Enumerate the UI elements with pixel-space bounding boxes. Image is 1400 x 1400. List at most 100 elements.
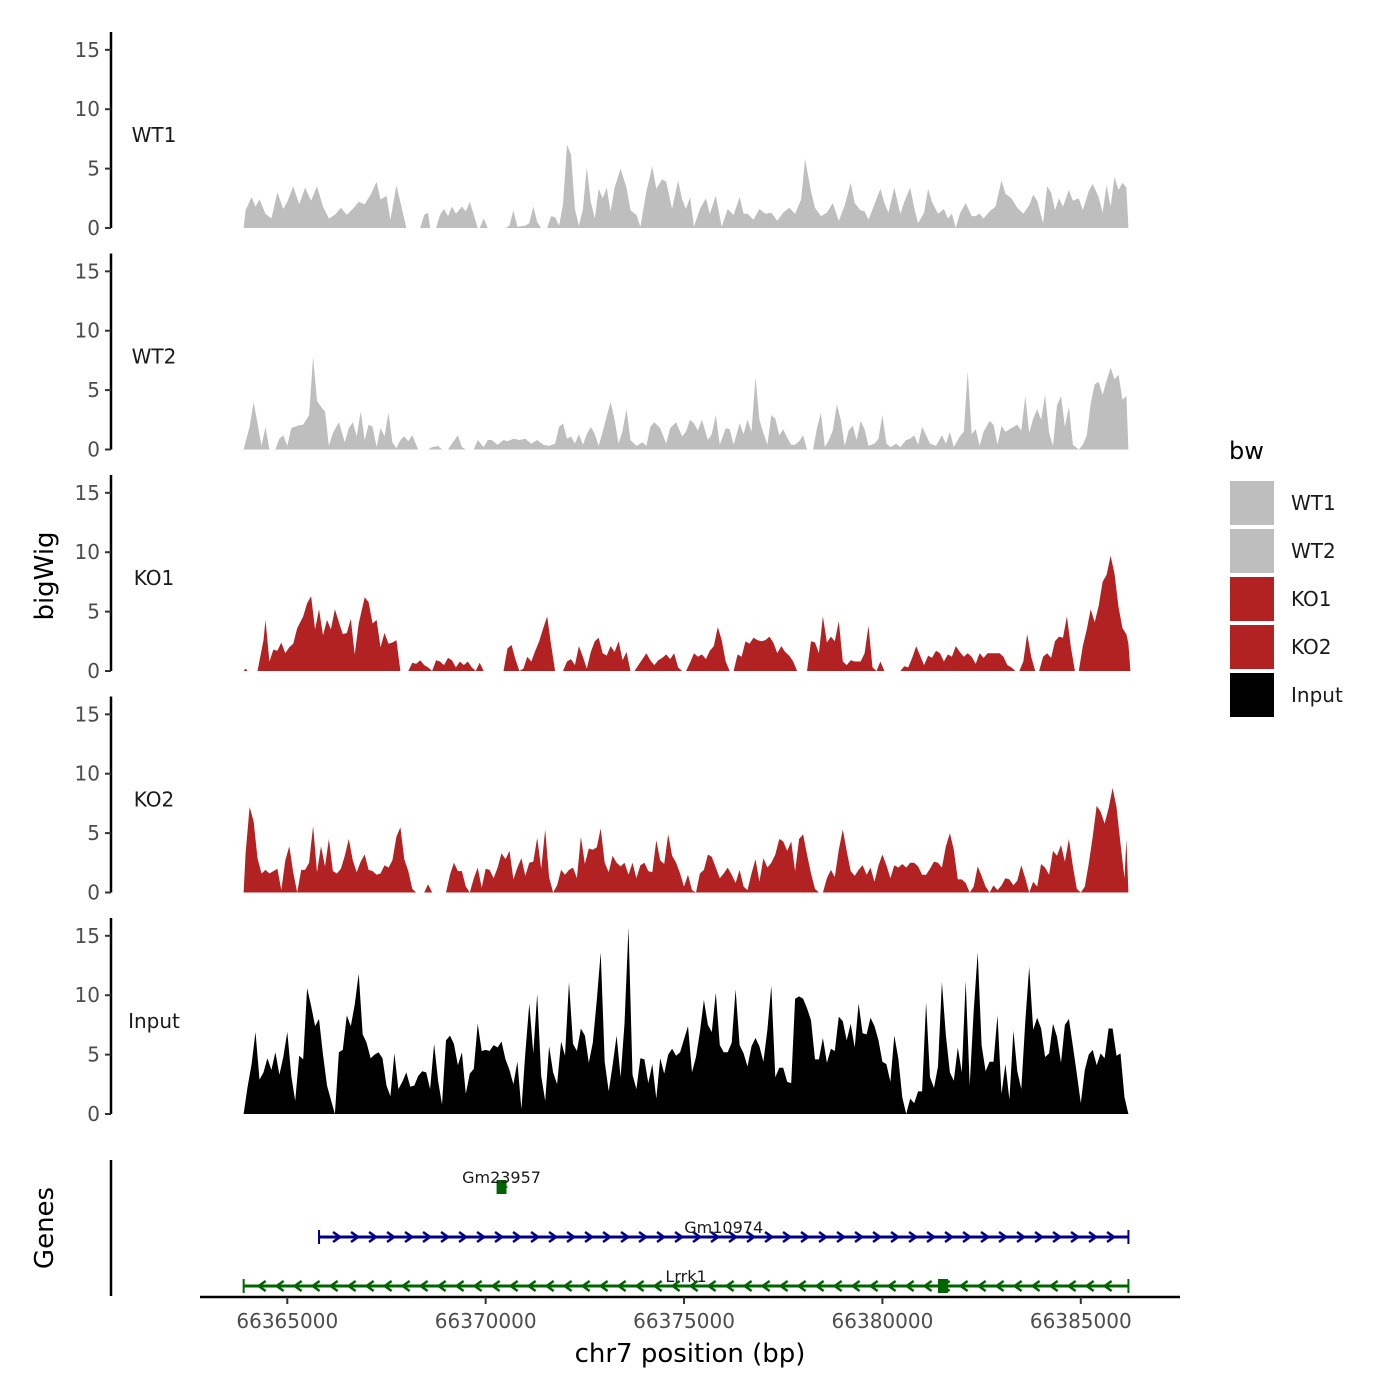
y-tick-label: 15 [75, 702, 100, 726]
strand-arrow [368, 1230, 379, 1244]
strand-arrow [818, 1230, 829, 1244]
strand-arrow [454, 1279, 465, 1293]
strand-arrow [778, 1279, 789, 1293]
legend-item-WT1: WT1 [1230, 481, 1336, 525]
y-tick-label: 5 [87, 821, 100, 845]
gene-Gm10974: Gm10974 [318, 1218, 1130, 1244]
strand-arrow [548, 1230, 559, 1244]
legend-label: Input [1291, 683, 1343, 707]
strand-arrow [526, 1279, 537, 1293]
strand-arrow [490, 1279, 501, 1293]
strand-arrow [1088, 1230, 1099, 1244]
y-tick-label: 0 [87, 438, 100, 462]
strand-arrow [328, 1279, 339, 1293]
legend-item-KO1: KO1 [1230, 577, 1332, 621]
legend-item-WT2: WT2 [1230, 529, 1336, 573]
strand-arrow [854, 1230, 865, 1244]
strand-arrow [976, 1279, 987, 1293]
area-KO1 [243, 555, 1131, 671]
x-tick-label: 66370000 [435, 1309, 537, 1333]
legend-key [1230, 625, 1274, 669]
strand-arrow [602, 1230, 613, 1244]
strand-arrow [620, 1230, 631, 1244]
strand-arrow [1016, 1230, 1027, 1244]
strand-arrow [760, 1279, 771, 1293]
y-tick-label: 10 [75, 540, 100, 564]
strand-arrow [332, 1230, 343, 1244]
y-tick-label: 15 [75, 481, 100, 505]
strand-arrow [386, 1230, 397, 1244]
strand-arrow [530, 1230, 541, 1244]
strand-arrow [728, 1230, 739, 1244]
legend-key [1230, 673, 1274, 717]
strand-arrow [994, 1279, 1005, 1293]
strand-arrow [638, 1230, 649, 1244]
legend-key [1230, 529, 1274, 573]
strand-arrow [688, 1279, 699, 1293]
strand-arrow [742, 1279, 753, 1293]
gene-label: Lrrk1 [665, 1267, 706, 1286]
strand-arrow [674, 1230, 685, 1244]
strand-arrow [890, 1230, 901, 1244]
strand-arrow [886, 1279, 897, 1293]
area-KO2 [243, 788, 1129, 893]
strand-arrow [1034, 1230, 1045, 1244]
x-axis-title: chr7 position (bp) [575, 1339, 806, 1369]
signal-tracks: 0 5 10 15 WT1 0 5 10 15 WT2 0 5 10 15 KO1 0 5 10 15 KO2 0 5 10… [75, 32, 1131, 1126]
area-Input [243, 927, 1129, 1114]
area-WT2 [243, 356, 1129, 450]
strand-arrow [580, 1279, 591, 1293]
strand-arrow [458, 1230, 469, 1244]
strand-arrow [256, 1279, 267, 1293]
y-tick-label: 15 [75, 259, 100, 283]
y-tick-label: 10 [75, 319, 100, 343]
strand-arrow [692, 1230, 703, 1244]
strand-arrow [868, 1279, 879, 1293]
y-tick-label: 10 [75, 983, 100, 1007]
legend-label: KO2 [1291, 635, 1332, 659]
strand-arrow [1052, 1230, 1063, 1244]
strand-arrow [508, 1279, 519, 1293]
y-tick-label: 5 [87, 1043, 100, 1067]
strand-arrow [1066, 1279, 1077, 1293]
y-tick-label: 15 [75, 924, 100, 948]
strand-arrow [616, 1279, 627, 1293]
track-Input: 0 5 10 15 Input [75, 918, 1129, 1126]
strand-arrow [584, 1230, 595, 1244]
strand-arrow [350, 1230, 361, 1244]
strand-arrow [998, 1230, 1009, 1244]
strand-arrow [1048, 1279, 1059, 1293]
strand-arrow [1070, 1230, 1081, 1244]
track-WT1: 0 5 10 15 WT1 [75, 32, 1129, 240]
strand-arrow [364, 1279, 375, 1293]
gene-label: Gm10974 [684, 1218, 763, 1237]
strand-arrow [1084, 1279, 1095, 1293]
x-tick-label: 66365000 [236, 1309, 338, 1333]
exon [937, 1279, 948, 1293]
strand-arrow [494, 1230, 505, 1244]
x-axis: 66365000 66370000 66375000 66380000 66385000 [200, 1295, 1180, 1333]
strand-arrow [836, 1230, 847, 1244]
strand-arrow [404, 1230, 415, 1244]
strand-arrow [436, 1279, 447, 1293]
y-tick-label: 5 [87, 600, 100, 624]
strand-arrow [562, 1279, 573, 1293]
y-tick-label: 10 [75, 762, 100, 786]
strand-arrow [814, 1279, 825, 1293]
y-tick-label: 0 [87, 659, 100, 683]
strand-arrow [274, 1279, 285, 1293]
x-tick-label: 66375000 [633, 1309, 735, 1333]
exon [497, 1180, 506, 1194]
strand-arrow [926, 1230, 937, 1244]
strand-arrow [634, 1279, 645, 1293]
strand-arrow [944, 1230, 955, 1244]
strand-arrow [346, 1279, 357, 1293]
area-WT1 [243, 144, 1129, 228]
track-KO1: 0 5 10 15 KO1 [75, 475, 1131, 683]
gene-Lrrk1: Lrrk1 [242, 1267, 1130, 1293]
legend-key [1230, 577, 1274, 621]
strand-arrow [422, 1230, 433, 1244]
strand-arrow [832, 1279, 843, 1293]
strand-arrow [652, 1279, 663, 1293]
strand-arrow [922, 1279, 933, 1293]
